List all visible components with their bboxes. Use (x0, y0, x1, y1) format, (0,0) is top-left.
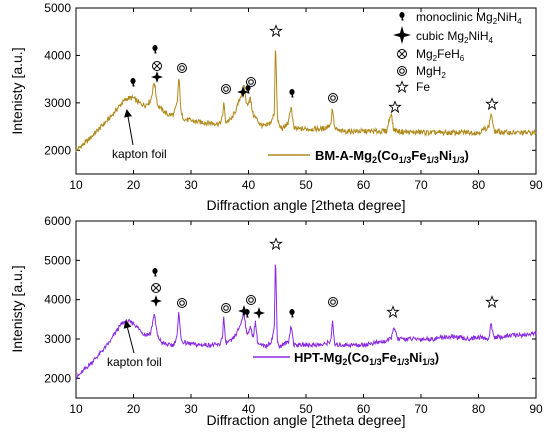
mgh2-marker (221, 303, 231, 313)
x-tick-label: 80 (472, 178, 486, 192)
bottom-panel: 10 20 30 40 50 60 70 80 90 20003000400050006000 … (9, 214, 543, 428)
fe-marker (485, 97, 499, 111)
fe-marker (386, 305, 400, 319)
legend-monoclinic: monoclinic Mg2NiH4 (399, 10, 522, 26)
y-tick-label: 6000 (44, 214, 71, 228)
mgh2-marker (221, 84, 231, 94)
legend-mgh2-label: MgH2 (416, 64, 446, 80)
top-y-axis-label: Intenisty [a.u.] (9, 47, 25, 134)
monoclinic-marker (152, 268, 158, 277)
legend-cubic-label: cubic Mg2NiH4 (416, 29, 493, 45)
top-y-ticks: 2000 3000 4000 5000 (44, 1, 536, 157)
top-x-axis-label: Diffraction angle [2theta degree] (207, 197, 406, 213)
x-tick-label: 70 (414, 402, 428, 416)
y-tick-label: 4000 (44, 48, 71, 62)
x-tick-label: 30 (184, 178, 198, 192)
cubic-marker (151, 71, 163, 83)
mgh2-marker (177, 63, 187, 73)
bottom-plot-frame (75, 220, 537, 399)
x-tick-label: 40 (242, 402, 256, 416)
mgh2-marker (328, 297, 338, 307)
y-tick-label: 4000 (44, 293, 71, 307)
double-circle-icon (397, 66, 407, 76)
monoclinic-marker (152, 45, 158, 54)
legend-mg2feh6: Mg2FeH6 (397, 47, 465, 63)
cubic-marker (237, 86, 249, 98)
bottom-x-axis-label: Diffraction angle [2theta degree] (207, 412, 406, 428)
legend-cubic: cubic Mg2NiH4 (393, 26, 493, 45)
mg2feh6-marker (151, 283, 161, 293)
y-tick-label: 3000 (44, 96, 71, 110)
y-tick-label: 5000 (44, 253, 71, 267)
x-tick-label: 20 (127, 178, 141, 192)
x-tick-label: 50 (299, 178, 313, 192)
cubic-marker (253, 307, 265, 319)
top-kapton-label: kapton foil (112, 147, 167, 161)
bottom-x-ticks: 10 20 30 40 50 60 70 80 90 (69, 221, 543, 416)
bottom-series-group (75, 264, 537, 381)
legend-fe: Fe (395, 80, 430, 94)
x-tick-label: 90 (529, 178, 543, 192)
series-line (75, 50, 537, 152)
monoclinic-marker (289, 309, 295, 318)
x-tick-label: 30 (184, 402, 198, 416)
otimes-icon (397, 49, 407, 59)
top-x-ticks: 10 20 30 40 50 60 70 80 90 (69, 8, 543, 192)
y-tick-label: 2000 (44, 371, 71, 385)
fe-marker (269, 237, 283, 251)
mg2feh6-marker (152, 61, 162, 71)
x-tick-label: 10 (69, 178, 83, 192)
fe-marker (388, 100, 402, 114)
monoclinic-marker (289, 89, 295, 98)
phase-legend: monoclinic Mg2NiH4 cubic Mg2NiH4 Mg2FeH6 (393, 10, 522, 94)
top-series-group (75, 50, 537, 152)
y-tick-label: 2000 (44, 143, 71, 157)
bottom-y-axis-label: Intenisty [a.u.] (9, 265, 25, 352)
mgh2-marker (246, 295, 256, 305)
legend-monoclinic-label: monoclinic Mg2NiH4 (416, 10, 522, 26)
mgh2-marker (177, 298, 187, 308)
fe-marker (269, 24, 283, 38)
mgh2-marker (246, 77, 256, 87)
x-tick-label: 40 (242, 178, 256, 192)
x-tick-label: 50 (299, 402, 313, 416)
x-tick-label: 80 (472, 402, 486, 416)
top-kapton-arrow (124, 109, 134, 146)
cubic-marker (150, 295, 162, 307)
y-tick-label: 5000 (44, 1, 71, 15)
legend-mg2feh6-label: Mg2FeH6 (416, 47, 465, 63)
bottom-kapton-arrow (123, 320, 135, 354)
y-tick-label: 3000 (44, 332, 71, 346)
x-tick-label: 20 (127, 402, 141, 416)
top-series-legend-label: BM-A-Mg2(Co1/3Fe1/3Ni1/3) (315, 148, 469, 165)
fe-marker (485, 295, 499, 309)
x-tick-label: 70 (414, 178, 428, 192)
peak-markers (130, 24, 499, 319)
monoclinic-icon (399, 12, 405, 21)
bottom-y-ticks: 2000 3000 4000 5000 6000 (44, 214, 536, 385)
x-tick-label: 60 (357, 402, 371, 416)
legend-mgh2: MgH2 (397, 64, 446, 80)
mgh2-marker (328, 93, 338, 103)
top-panel: 10 20 30 40 50 60 70 80 90 2000 3000 4000 5000 Inte… (9, 1, 543, 213)
cubic-icon (393, 26, 411, 44)
bottom-kapton-label: kapton foil (107, 355, 162, 369)
monoclinic-marker (244, 309, 250, 318)
x-tick-label: 60 (357, 178, 371, 192)
legend-fe-label: Fe (416, 80, 430, 94)
star-icon (395, 80, 409, 94)
bottom-series-legend-label: HPT-Mg2(Co1/3Fe1/3Ni1/3) (294, 350, 439, 367)
x-tick-label: 10 (69, 402, 83, 416)
monoclinic-marker (130, 78, 136, 87)
cubic-marker (238, 305, 250, 317)
x-tick-label: 90 (529, 402, 543, 416)
series-line (75, 264, 537, 381)
